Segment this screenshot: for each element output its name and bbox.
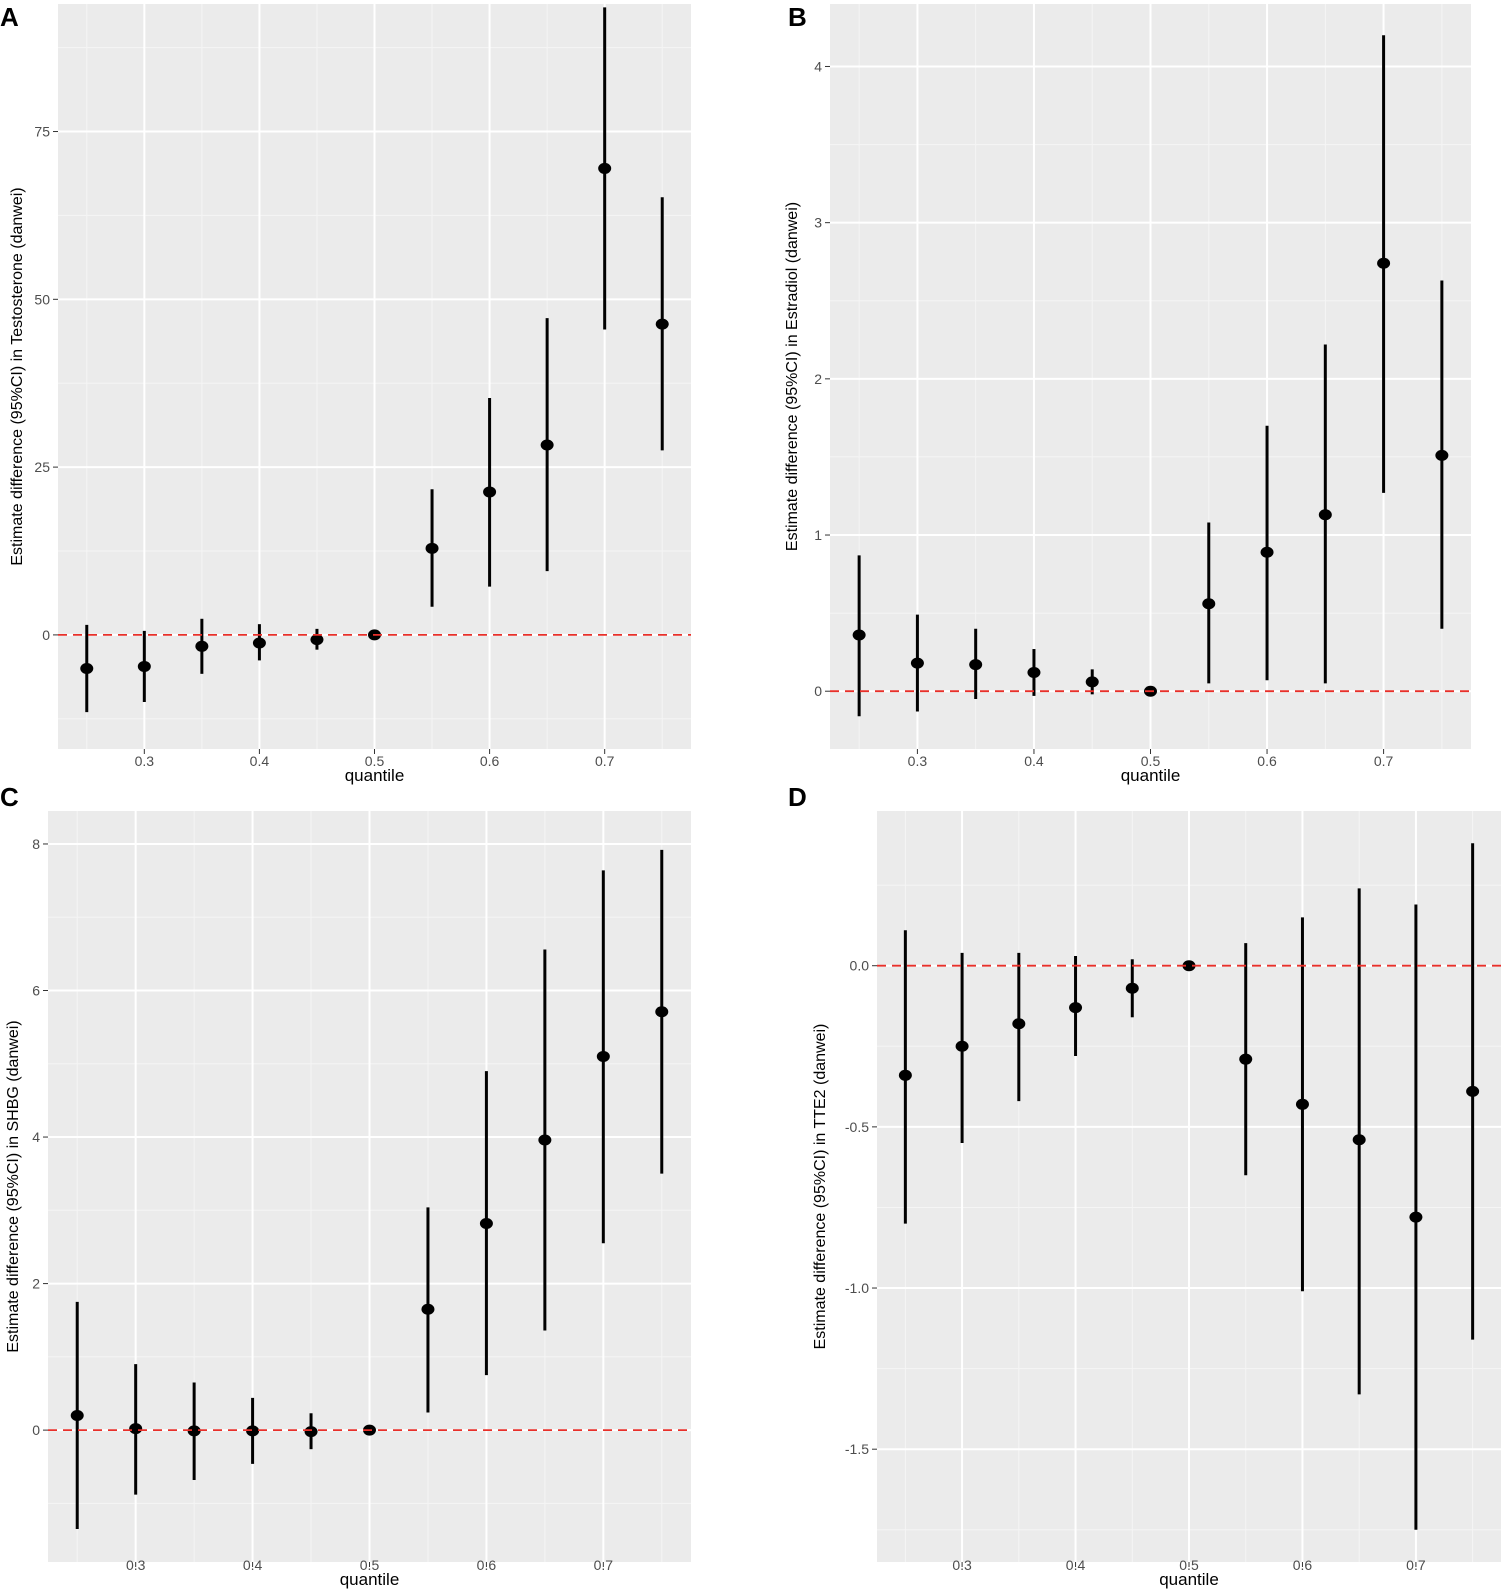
y-tick-label: 0 xyxy=(814,683,822,699)
estimate-point xyxy=(910,657,924,669)
x-tick-label: 0.4 xyxy=(243,1557,263,1573)
estimate-point xyxy=(1085,676,1099,688)
x-axis-title: quantile xyxy=(340,1570,400,1589)
y-tick-label: 75 xyxy=(34,124,50,140)
estimate-point xyxy=(1239,1053,1253,1065)
panel-label: D xyxy=(788,782,807,812)
estimate-point xyxy=(137,660,151,672)
estimate-point xyxy=(304,1426,318,1438)
x-axis-title: quantile xyxy=(1159,1570,1219,1589)
estimate-point xyxy=(187,1425,201,1437)
estimate-point xyxy=(1182,960,1196,972)
estimate-point xyxy=(252,637,266,649)
estimate-point xyxy=(310,634,324,646)
estimate-point xyxy=(955,1040,969,1052)
estimate-point xyxy=(655,318,669,330)
panel-label: B xyxy=(788,2,807,32)
panel-c: 0 2 4 6 8 0.3 0.4 0.5 0.6 0.7 quantile Estimate dif… xyxy=(0,782,691,1589)
estimate-point xyxy=(969,659,983,671)
x-tick-label: 0.7 xyxy=(1406,1557,1426,1573)
x-tick-label: 0.3 xyxy=(126,1557,146,1573)
estimate-point xyxy=(655,1006,669,1018)
x-tick-label: 0.6 xyxy=(477,1557,497,1573)
estimate-point xyxy=(1377,257,1391,269)
estimate-point xyxy=(1202,598,1216,610)
estimate-point xyxy=(598,162,612,174)
y-tick-label: 1 xyxy=(814,527,822,543)
y-axis-title: Estimate difference (95%CI) in Estradiol… xyxy=(784,202,801,551)
x-tick-label: 0.7 xyxy=(594,1557,614,1573)
x-tick-label: 0.5 xyxy=(1141,753,1161,769)
panel-d: -1.5 -1.0 -0.5 0.0 0.3 0.4 0.5 0.6 0.7 quantile Es… xyxy=(788,782,1501,1589)
y-tick-label: 0 xyxy=(32,1422,40,1438)
estimate-point xyxy=(246,1425,260,1437)
x-tick-label: 0.4 xyxy=(1024,753,1044,769)
estimate-point xyxy=(596,1050,610,1062)
x-tick-label: 0.7 xyxy=(1374,753,1394,769)
y-tick-label: -0.5 xyxy=(845,1119,869,1135)
x-tick-label: 0.3 xyxy=(952,1557,972,1573)
y-axis-title: Estimate difference (95%CI) in TTE2 (dan… xyxy=(812,1024,829,1350)
estimate-point xyxy=(1352,1134,1366,1146)
estimate-point xyxy=(540,439,554,451)
estimate-point xyxy=(425,542,439,554)
x-tick-label: 0.4 xyxy=(250,753,270,769)
estimate-point xyxy=(195,640,209,652)
estimate-point xyxy=(898,1069,912,1081)
estimate-point xyxy=(1295,1098,1309,1110)
panel-a: 0 25 50 75 0.3 0.4 0.5 0.6 0.7 quantile Estimate d… xyxy=(0,2,691,785)
x-tick-label: 0.7 xyxy=(595,753,615,769)
x-tick-label: 0.3 xyxy=(908,753,928,769)
y-tick-label: 4 xyxy=(32,1129,40,1145)
x-tick-label: 0.5 xyxy=(360,1557,380,1573)
y-tick-label: 25 xyxy=(34,459,50,475)
x-tick-label: 0.3 xyxy=(135,753,155,769)
x-tick-label: 0.5 xyxy=(365,753,385,769)
y-axis-title: Estimate difference (95%CI) in SHBG (dan… xyxy=(5,1020,22,1352)
estimate-point xyxy=(1027,666,1041,678)
panel-label: C xyxy=(0,782,19,812)
estimate-point xyxy=(852,629,866,641)
panel-b: 0 1 2 3 4 0.3 0.4 0.5 0.6 0.7 quantile Estimate dif… xyxy=(784,2,1471,785)
estimate-point xyxy=(1069,1002,1083,1014)
x-tick-label: 0.5 xyxy=(1179,1557,1199,1573)
estimate-point xyxy=(129,1423,143,1435)
estimate-point xyxy=(479,1218,493,1230)
y-tick-label: 50 xyxy=(34,291,50,307)
x-axis-title: quantile xyxy=(345,766,405,785)
y-axis-title: Estimate difference (95%CI) in Testoster… xyxy=(9,187,26,565)
y-tick-label: -1.5 xyxy=(845,1441,869,1457)
estimate-point xyxy=(483,486,497,498)
y-tick-label: 2 xyxy=(814,371,822,387)
y-tick-label: 0.0 xyxy=(850,958,870,974)
estimate-point xyxy=(1318,509,1332,521)
y-tick-label: 8 xyxy=(32,836,40,852)
estimate-point xyxy=(1260,546,1274,558)
estimate-point xyxy=(1125,982,1139,994)
estimate-point xyxy=(80,662,94,674)
estimate-point xyxy=(70,1409,84,1421)
x-axis-title: quantile xyxy=(1121,766,1181,785)
estimate-point xyxy=(1012,1018,1026,1030)
y-tick-label: 6 xyxy=(32,983,40,999)
y-tick-label: -1.0 xyxy=(845,1280,869,1296)
x-tick-label: 0.6 xyxy=(1293,1557,1313,1573)
y-tick-label: 3 xyxy=(814,215,822,231)
estimate-point xyxy=(1435,449,1449,461)
panel-label: A xyxy=(0,2,19,32)
y-tick-label: 2 xyxy=(32,1276,40,1292)
y-tick-label: 0 xyxy=(42,627,50,643)
y-tick-label: 4 xyxy=(814,58,822,74)
estimate-point xyxy=(1466,1085,1480,1097)
estimate-point xyxy=(1409,1211,1423,1223)
x-tick-label: 0.6 xyxy=(480,753,500,769)
x-tick-label: 0.4 xyxy=(1066,1557,1086,1573)
estimate-point xyxy=(421,1303,435,1315)
estimate-point xyxy=(538,1134,552,1146)
x-tick-label: 0.6 xyxy=(1257,753,1277,769)
